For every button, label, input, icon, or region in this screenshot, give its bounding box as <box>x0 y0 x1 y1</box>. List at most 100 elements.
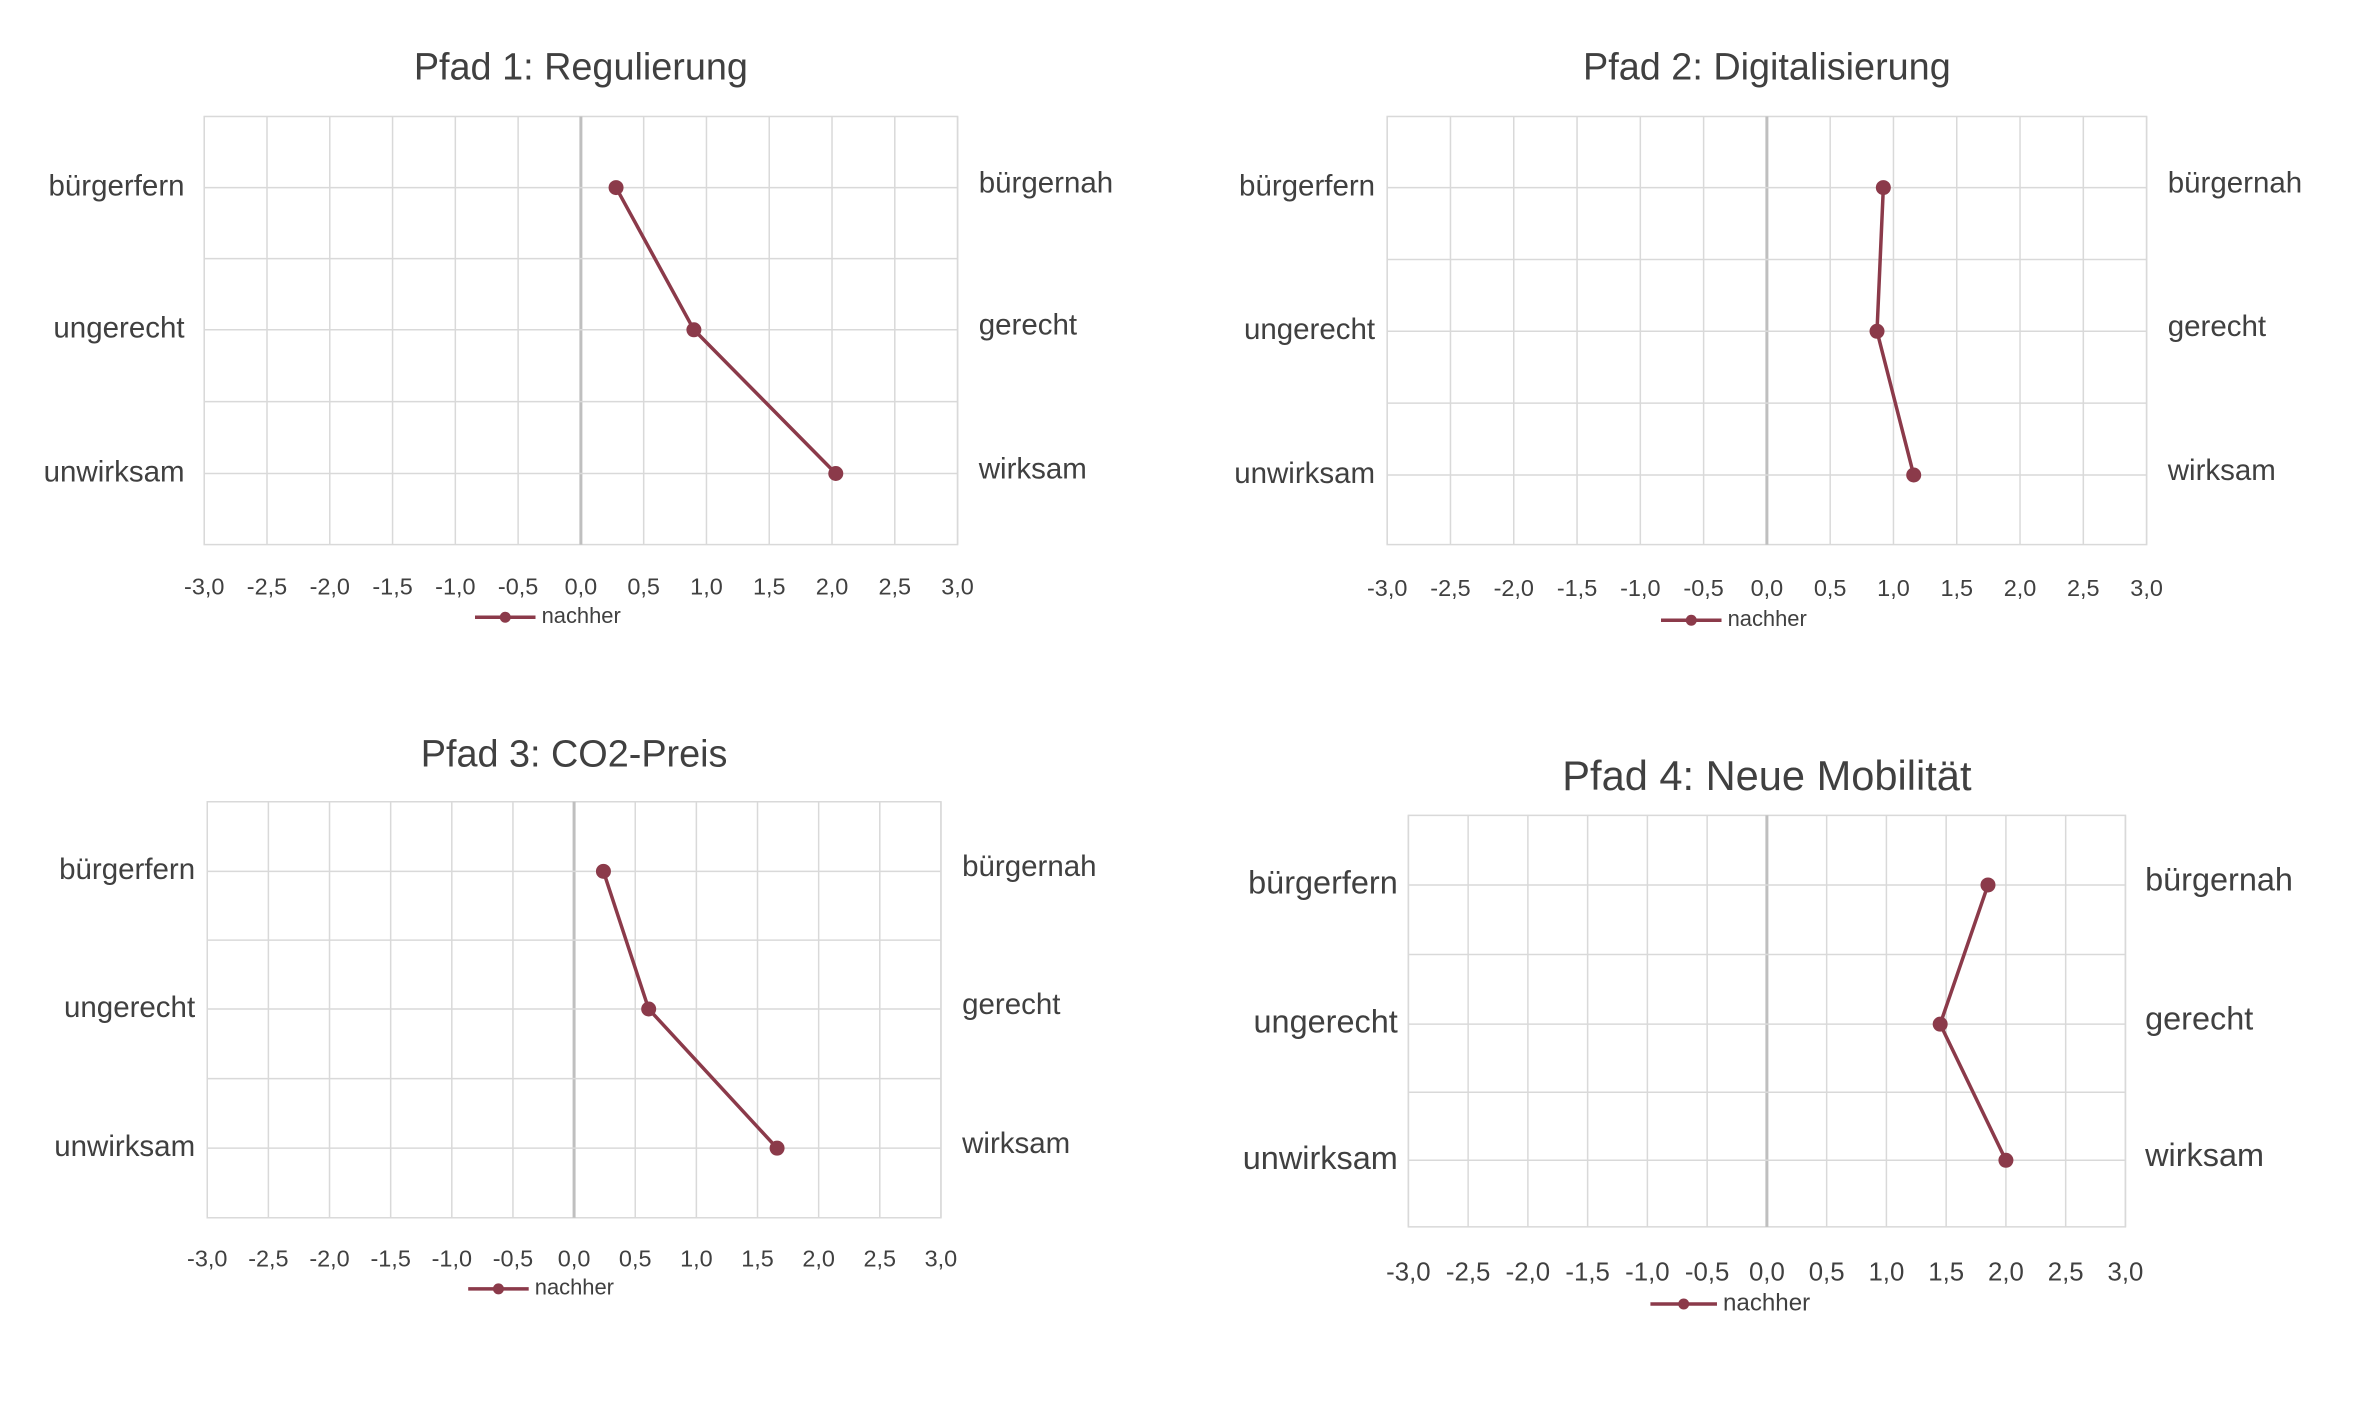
x-tick-label: 0,5 <box>1814 575 1847 601</box>
left-category-label: unwirksam <box>1234 457 1375 490</box>
left-category-label: ungerecht <box>53 312 184 345</box>
x-tick-label: 2,5 <box>863 1245 896 1271</box>
x-tick-label: 2,5 <box>878 574 911 600</box>
legend-label: nachher <box>542 603 621 628</box>
x-tick-label: 2,5 <box>2048 1259 2084 1287</box>
x-tick-label: -3,0 <box>1386 1259 1430 1287</box>
right-category-label: wirksam <box>961 1127 1070 1160</box>
data-point <box>1932 1016 1948 1032</box>
x-tick-label: -2,0 <box>309 1245 349 1271</box>
left-category-label: unwirksam <box>44 455 185 488</box>
right-category-label: wirksam <box>2144 1137 2264 1173</box>
x-tick-label: -2,5 <box>248 1245 288 1271</box>
data-point <box>769 1140 785 1156</box>
data-point <box>1998 1152 2014 1168</box>
right-category-label: wirksam <box>2167 454 2276 487</box>
x-tick-label: 1,5 <box>1940 575 1973 601</box>
data-point <box>828 465 844 481</box>
x-tick-label: -1,5 <box>1565 1259 1609 1287</box>
legend-point-marker <box>1685 614 1697 626</box>
x-tick-label: -3,0 <box>187 1245 227 1271</box>
left-category-label: ungerecht <box>64 991 195 1024</box>
x-tick-label: -1,5 <box>1557 575 1597 601</box>
left-category-label: bürgerfern <box>49 169 185 202</box>
x-tick-label: -0,5 <box>493 1245 533 1271</box>
x-tick-label: -2,0 <box>1494 575 1534 601</box>
legend-label: nachher <box>1723 1289 1810 1316</box>
x-tick-label: 1,0 <box>1868 1259 1904 1287</box>
data-point <box>641 1001 657 1017</box>
x-tick-label: -2,5 <box>1446 1259 1490 1287</box>
right-category-label: gerecht <box>2168 310 2266 343</box>
x-tick-label: 2,0 <box>1988 1259 2024 1287</box>
x-tick-label: 2,0 <box>2004 575 2037 601</box>
legend-point-marker <box>492 1283 504 1295</box>
x-tick-label: -1,5 <box>370 1245 410 1271</box>
right-category-label: gerecht <box>2145 1001 2253 1037</box>
chart-title: Pfad 3: CO2-Preis <box>421 733 728 775</box>
x-tick-label: 0,5 <box>627 574 660 600</box>
x-tick-label: -3,0 <box>1367 575 1407 601</box>
x-tick-label: -0,5 <box>1685 1259 1729 1287</box>
x-tick-label: 3,0 <box>941 574 974 600</box>
x-tick-label: 3,0 <box>2130 575 2163 601</box>
x-tick-label: -2,5 <box>247 574 287 600</box>
chart-title: Pfad 2: Digitalisierung <box>1583 47 1951 89</box>
left-category-label: bürgerfern <box>1248 865 1398 901</box>
x-tick-label: -1,0 <box>1620 575 1660 601</box>
x-tick-label: -3,0 <box>184 574 224 600</box>
x-tick-label: 2,0 <box>802 1245 835 1271</box>
left-category-label: unwirksam <box>54 1130 195 1163</box>
data-point <box>1906 467 1922 483</box>
legend-point-marker <box>1678 1298 1690 1310</box>
x-tick-label: -1,5 <box>372 574 412 600</box>
left-category-label: ungerecht <box>1254 1004 1398 1040</box>
x-tick-label: -1,0 <box>1625 1259 1669 1287</box>
x-tick-label: -0,5 <box>498 574 538 600</box>
x-tick-label: 1,5 <box>741 1245 774 1271</box>
chart-title: Pfad 1: Regulierung <box>414 47 748 89</box>
chart-title: Pfad 4: Neue Mobilität <box>1562 752 1972 799</box>
x-tick-label: 2,5 <box>2067 575 2100 601</box>
data-point <box>1869 323 1885 339</box>
x-tick-label: -2,0 <box>310 574 350 600</box>
left-category-label: unwirksam <box>1243 1140 1398 1176</box>
right-category-label: gerecht <box>962 988 1060 1021</box>
x-tick-label: 3,0 <box>2107 1259 2143 1287</box>
series-line <box>1938 884 2008 1162</box>
x-tick-label: 1,5 <box>753 574 786 600</box>
x-tick-label: 1,0 <box>1877 575 1910 601</box>
x-tick-label: 1,0 <box>690 574 723 600</box>
x-tick-label: -2,5 <box>1430 575 1470 601</box>
x-tick-label: -1,0 <box>435 574 475 600</box>
right-category-label: bürgernah <box>962 850 1096 883</box>
x-tick-label: 0,5 <box>619 1245 652 1271</box>
x-tick-label: 1,5 <box>1928 1259 1964 1287</box>
left-category-label: bürgerfern <box>1239 169 1375 202</box>
x-tick-label: 0,0 <box>1751 575 1784 601</box>
right-category-label: gerecht <box>979 309 1077 342</box>
x-tick-label: 3,0 <box>925 1245 958 1271</box>
legend-point-marker <box>499 611 511 623</box>
data-point <box>595 863 611 879</box>
x-tick-label: 0,0 <box>558 1245 591 1271</box>
x-tick-label: -0,5 <box>1683 575 1723 601</box>
left-category-label: ungerecht <box>1244 313 1375 346</box>
right-category-label: bürgernah <box>979 166 1113 199</box>
right-category-label: bürgernah <box>2168 166 2302 199</box>
left-category-label: bürgerfern <box>59 853 195 886</box>
x-tick-label: 0,5 <box>1809 1259 1845 1287</box>
legend-label: nachher <box>535 1275 614 1300</box>
x-tick-label: 1,0 <box>680 1245 713 1271</box>
x-tick-label: 2,0 <box>816 574 849 600</box>
legend-label: nachher <box>1728 606 1807 631</box>
x-tick-label: -1,0 <box>432 1245 472 1271</box>
